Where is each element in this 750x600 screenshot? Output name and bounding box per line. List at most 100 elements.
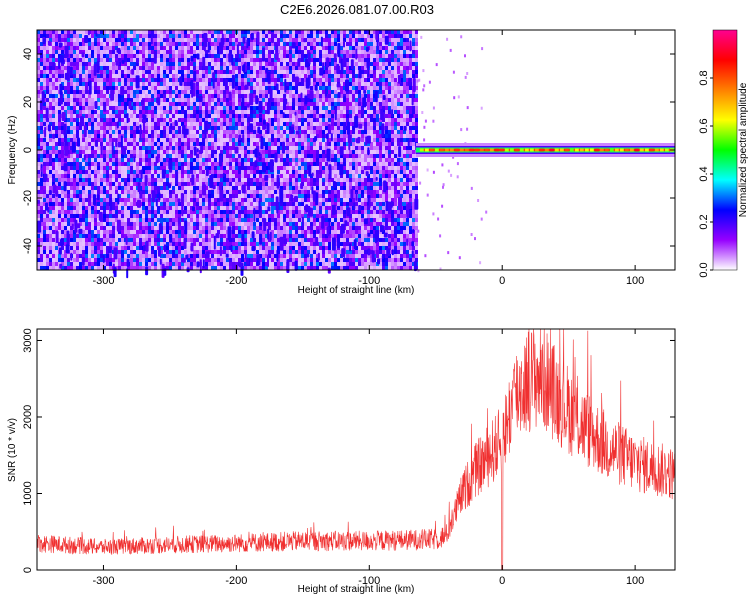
- spectrogram-cell: [217, 78, 220, 82]
- spectrogram-cell: [55, 38, 58, 42]
- spectrogram-cell: [145, 146, 148, 150]
- spectrogram-cell: [112, 46, 115, 50]
- spectrogram-cell: [271, 146, 274, 150]
- spectrogram-cell: [118, 242, 121, 246]
- spectrogram-cell: [118, 54, 121, 58]
- spectrogram-cell: [211, 142, 214, 146]
- spectrogram-cell: [118, 250, 121, 254]
- spectrogram-cell: [115, 102, 118, 106]
- spectrogram-cell: [37, 46, 40, 50]
- spectrogram-cell: [172, 206, 175, 210]
- spectrogram-cell: [79, 246, 82, 250]
- spectrogram-cell: [223, 46, 226, 50]
- spectrogram-cell: [283, 190, 286, 194]
- spectrogram-cells: [37, 30, 488, 279]
- spectrogram-cell: [46, 30, 49, 34]
- spectrogram-cell: [85, 254, 88, 258]
- spectrogram-cell: [220, 30, 223, 34]
- spectrogram-cell: [85, 246, 88, 250]
- spectrogram-cell: [133, 202, 136, 206]
- spectrogram-cell: [70, 30, 73, 34]
- spectrogram-cell: [127, 226, 130, 230]
- spectrogram-cell: [202, 142, 205, 146]
- spectrogram-cell: [55, 78, 58, 82]
- spectrogram-cell: [82, 126, 85, 130]
- spectrogram-cell: [274, 198, 277, 202]
- spectrogram-cell: [217, 142, 220, 146]
- spectrogram-cell: [139, 34, 142, 38]
- spectrogram-cell: [52, 266, 55, 270]
- spectrogram-cell: [142, 66, 145, 70]
- spectrogram-cell: [208, 150, 211, 154]
- spectrogram-cell: [43, 266, 46, 270]
- spectrogram-cell: [49, 78, 52, 82]
- spectrogram-cell: [106, 230, 109, 234]
- spectrogram-cell: [172, 50, 175, 54]
- spectrogram-cell: [121, 38, 124, 42]
- spectrogram-cell: [199, 178, 202, 182]
- spectrogram-cell: [133, 234, 136, 238]
- spectrogram-cell: [103, 238, 106, 242]
- spectrogram-cell: [145, 74, 148, 78]
- spectrogram-cell: [154, 242, 157, 246]
- spectrogram-cell: [103, 58, 106, 62]
- spectrogram-cell: [226, 94, 229, 98]
- spectrogram-cell: [169, 146, 172, 150]
- spectrogram-cell: [61, 202, 64, 206]
- spectrogram-cell: [130, 58, 133, 62]
- spectrogram-cell: [121, 94, 124, 98]
- spectrogram-cell: [196, 210, 199, 214]
- spectrogram-cell: [208, 78, 211, 82]
- spectrogram-cell: [178, 86, 181, 90]
- spectrogram-cell: [133, 86, 136, 90]
- spectrogram-cell: [76, 166, 79, 170]
- spectrogram-cell: [52, 30, 55, 34]
- spectrogram-cell: [133, 226, 136, 230]
- spectrogram-cell: [67, 258, 70, 262]
- spectrogram-cell: [283, 162, 286, 166]
- spectrogram-cell: [97, 170, 100, 174]
- spectrogram-cell: [250, 66, 253, 70]
- spectrogram-cell: [118, 146, 121, 150]
- spectrogram-cell: [139, 266, 142, 270]
- spectrogram-cell: [229, 150, 232, 154]
- spectrogram-cell: [76, 254, 79, 258]
- spectrogram-cell: [169, 66, 172, 70]
- spectrogram-cell: [148, 186, 151, 190]
- spectrogram-cell: [271, 106, 274, 110]
- spectrogram-cell: [277, 74, 280, 78]
- spectrogram-cell: [145, 226, 148, 230]
- spectrogram-cell: [160, 254, 163, 258]
- spectrogram-cell: [151, 126, 154, 130]
- spectrogram-cell: [220, 122, 223, 126]
- spectrogram-cell: [268, 198, 271, 202]
- spectrogram-cell: [175, 74, 178, 78]
- spectrogram-cell: [136, 142, 139, 146]
- spectrogram-cell: [151, 122, 154, 126]
- spectrogram-cell: [43, 214, 46, 218]
- spectrogram-cell: [196, 162, 199, 166]
- spectrogram-cell: [244, 50, 247, 54]
- spectrogram-cell: [73, 98, 76, 102]
- spectrogram-cell: [208, 170, 211, 174]
- spectrogram-cell: [82, 114, 85, 118]
- spectrogram-cell: [67, 58, 70, 62]
- spectrogram-cell: [286, 42, 289, 46]
- spectrogram-cell: [166, 258, 169, 262]
- spectrogram-cell: [214, 34, 217, 38]
- spectrogram-cell: [178, 106, 181, 110]
- spectrogram-cell: [127, 250, 130, 254]
- spectrogram-cell: [211, 130, 214, 134]
- spectrogram-cell: [172, 202, 175, 206]
- spectrogram-cell: [247, 226, 250, 230]
- spectrogram-cell: [148, 54, 151, 58]
- spectrogram-cell: [70, 262, 73, 266]
- spectrogram-cell: [232, 114, 235, 118]
- spectrogram-cell: [247, 114, 250, 118]
- spectrogram-cell: [244, 250, 247, 254]
- spectrogram-cell: [229, 250, 232, 254]
- spectrogram-cell: [142, 150, 145, 154]
- spectrogram-cell: [271, 266, 274, 270]
- spectrogram-cell: [265, 206, 268, 210]
- spectrogram-cell: [205, 190, 208, 194]
